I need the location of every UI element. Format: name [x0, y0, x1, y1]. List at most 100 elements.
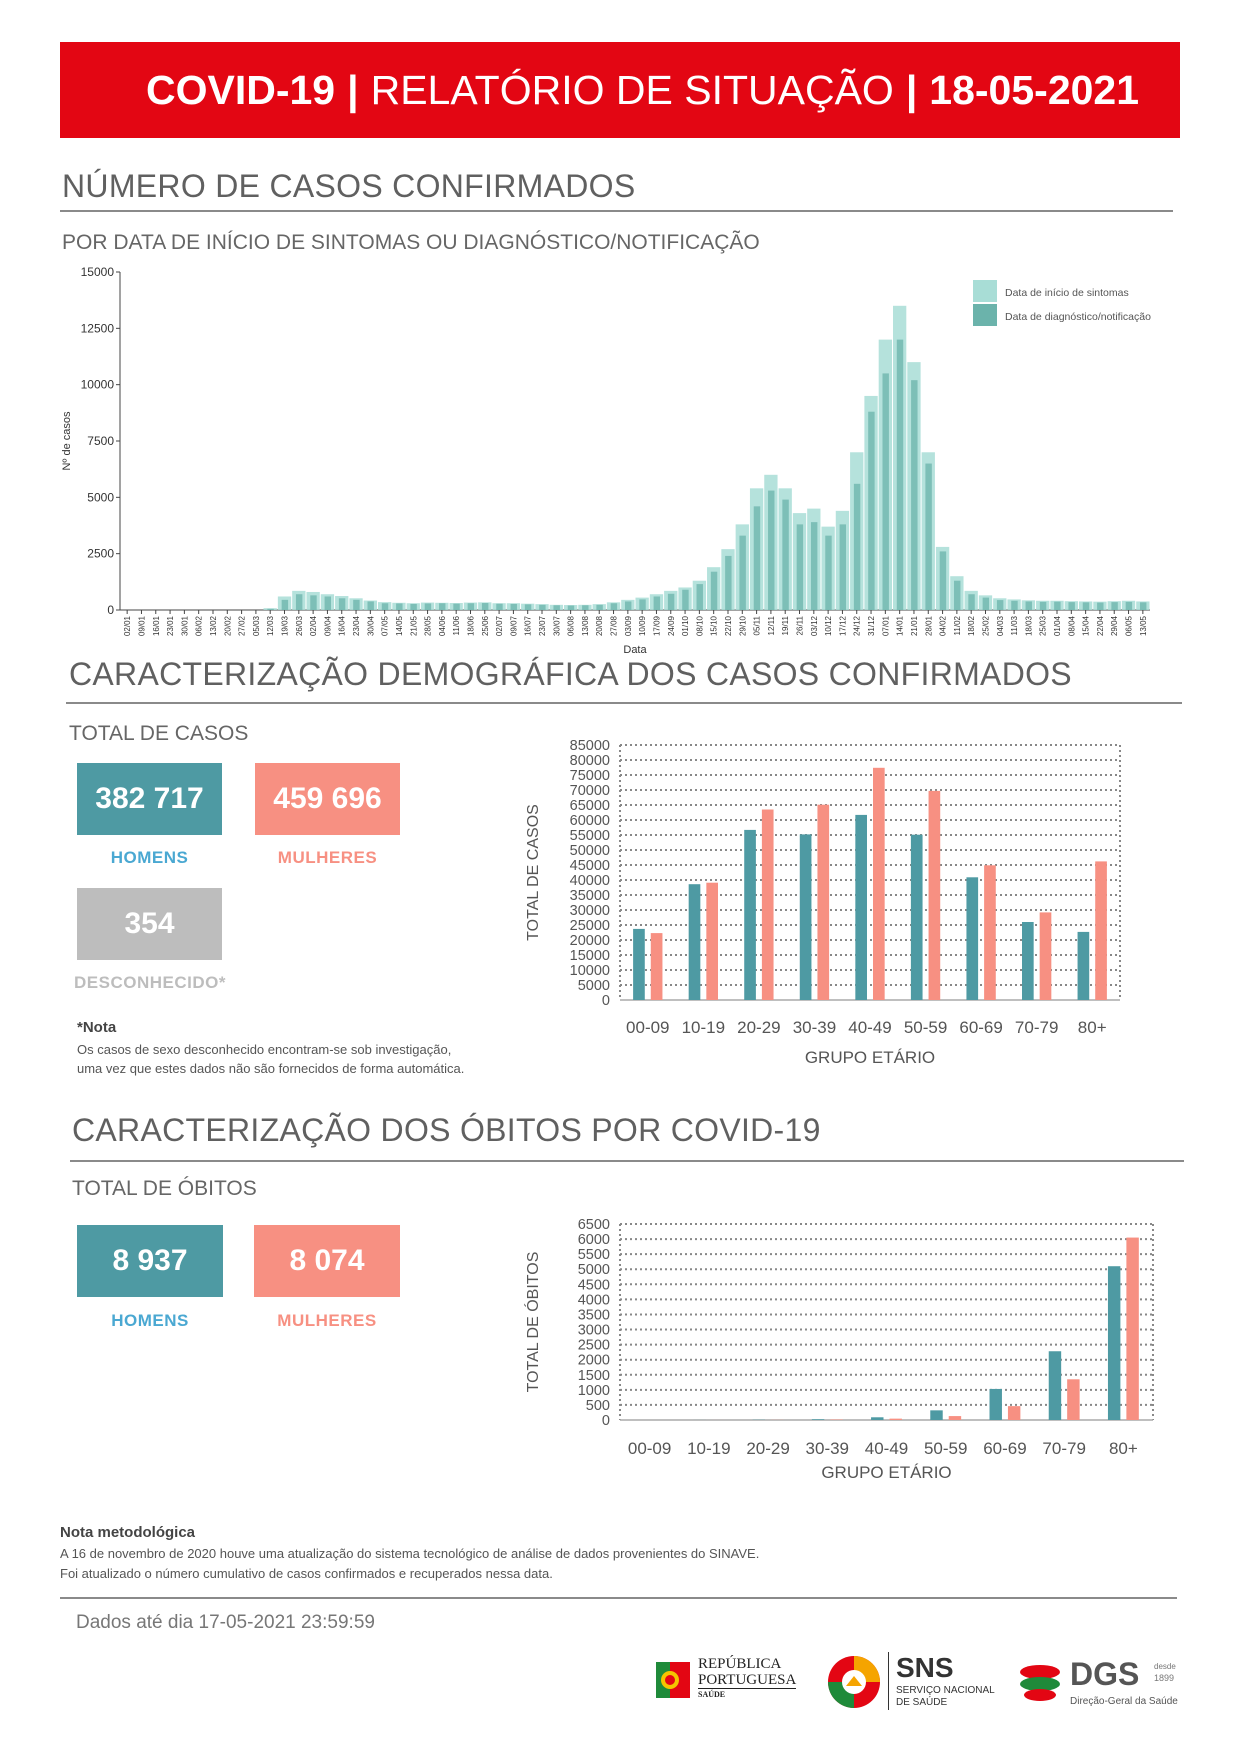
epi-legend-swatch [973, 304, 997, 326]
cases-women-label: MULHERES [277, 848, 378, 867]
cases-age-y-tick-label: 65000 [570, 798, 610, 814]
deaths-women-label: MULHERES [277, 1311, 377, 1330]
epi-bar-diagnosis [267, 608, 274, 610]
cases-age-y-tick-label: 75000 [570, 768, 610, 784]
cases-age-bar-women [761, 809, 774, 1000]
epi-x-tick-label: 15/04 [1082, 615, 1091, 636]
deaths-age-y-tick-label: 1000 [578, 1383, 610, 1399]
epi-bar-diagnosis [624, 601, 632, 610]
deaths-men-label: HOMENS [111, 1311, 189, 1330]
epi-x-tick-label: 03/12 [810, 615, 819, 636]
method-note-line-1: A 16 de novembro de 2020 houve uma atual… [60, 1546, 760, 1561]
epi-x-tick-label: 28/01 [924, 615, 933, 636]
deaths-age-y-tick-label: 3500 [578, 1307, 610, 1323]
epi-bar-diagnosis [667, 593, 675, 610]
logo-dgs-text: DGS [1070, 1656, 1140, 1692]
epi-bar-diagnosis [424, 603, 432, 610]
epi-bar-diagnosis [796, 524, 804, 610]
epi-legend-swatch [973, 280, 997, 302]
epi-x-tick-label: 17/09 [652, 615, 661, 636]
deaths-age-y-axis-label: TOTAL DE ÓBITOS [523, 1252, 542, 1393]
banner-covid: COVID-19 [146, 66, 336, 113]
cases-age-bar-men [1022, 922, 1034, 1000]
cases-section-subtitle: POR DATA DE INÍCIO DE SINTOMAS OU DIAGNÓ… [62, 231, 760, 254]
epi-x-tick-label: 30/01 [180, 615, 189, 636]
epi-bar-diagnosis [381, 603, 389, 610]
cases-age-y-tick-label: 5000 [578, 978, 610, 994]
report-banner: COVID-19 | RELATÓRIO DE SITUAÇÃO | 18-05… [60, 42, 1180, 138]
epi-bar-diagnosis [1011, 600, 1018, 610]
epi-y-tick-label: 10000 [81, 378, 115, 392]
note-heading: *Nota [77, 1019, 117, 1036]
epi-bar-diagnosis [682, 589, 689, 610]
epi-x-tick-label: 21/05 [409, 615, 418, 636]
sns-logo: SNS SERVIÇO NACIONAL DE SAÚDE [826, 1652, 996, 1712]
epi-x-tick-label: 04/02 [939, 615, 948, 636]
epi-bar-diagnosis [481, 603, 489, 610]
cases-age-bar-men [744, 829, 756, 1000]
epi-x-tick-label: 22/10 [724, 615, 733, 636]
cases-age-y-tick-label: 40000 [570, 873, 610, 889]
demo-section-rule [66, 702, 1182, 704]
epi-y-tick-label: 15000 [81, 265, 115, 279]
deaths-age-y-tick-label: 5500 [578, 1247, 610, 1263]
epi-bar-diagnosis [553, 605, 560, 610]
epi-x-tick-label: 15/10 [710, 615, 719, 636]
epi-bar-diagnosis [1025, 601, 1032, 610]
epidemic-curve-chart: 0 2500 5000 7500 10000 12500 15000 Nº de casos D… [61, 265, 1151, 656]
epi-x-tick-label: 18/06 [466, 615, 475, 636]
epi-x-tick-label: 14/05 [395, 615, 404, 636]
epi-x-tick-label: 05/11 [753, 615, 762, 635]
epi-x-tick-label: 30/07 [552, 615, 561, 636]
epi-x-tick-label: 12/03 [266, 615, 275, 636]
epi-bar-diagnosis [1054, 601, 1061, 610]
sns-emblem-icon [828, 1656, 880, 1708]
logo-dgs-year: 1899 [1154, 1673, 1175, 1683]
logo-dgs-since: desde [1154, 1662, 1176, 1671]
epi-x-tick-label: 11/06 [452, 615, 461, 635]
epi-bar-diagnosis [1139, 602, 1147, 610]
epi-bar-diagnosis [696, 584, 703, 610]
deaths-age-x-tick-label: 10-19 [687, 1439, 730, 1458]
dgs-emblem-icon [1020, 1665, 1060, 1701]
epi-x-tick-label: 05/03 [252, 615, 261, 636]
deaths-section-title: CARACTERIZAÇÃO DOS ÓBITOS POR COVID-19 [72, 1112, 821, 1148]
cases-age-y-tick-label: 45000 [570, 858, 610, 874]
deaths-age-bar-men [871, 1417, 884, 1420]
deaths-age-bar-men [1048, 1351, 1062, 1420]
epi-x-tick-label: 13/08 [581, 615, 590, 636]
cases-age-y-tick-label: 55000 [570, 828, 610, 844]
epi-x-tick-label: 28/05 [424, 615, 433, 636]
cases-age-x-tick-label: 50-59 [904, 1018, 947, 1037]
epi-x-tick-label: 16/04 [338, 615, 347, 636]
cases-age-y-tick-label: 35000 [570, 888, 610, 904]
epi-x-tick-label: 11/02 [953, 615, 962, 635]
deaths-age-x-tick-label: 40-49 [865, 1439, 908, 1458]
epi-x-tick-label: 09/07 [509, 615, 518, 636]
cases-age-y-tick-label: 30000 [570, 903, 610, 919]
epi-x-tick-label: 10/09 [638, 615, 647, 636]
epi-x-tick-label: 27/08 [610, 615, 619, 636]
epi-x-tick-label: 13/02 [209, 615, 218, 636]
cases-section-title: NÚMERO DE CASOS CONFIRMADOS [62, 168, 636, 204]
republica-portuguesa-logo: REPÚBLICA PORTUGUESA SAÚDE [656, 1654, 806, 1710]
cases-men-value: 382 717 [77, 763, 222, 835]
note-line-1: Os casos de sexo desconhecido encontram-… [77, 1042, 452, 1057]
epi-x-tick-label: 19/11 [781, 615, 790, 635]
epi-bar-diagnosis [324, 596, 332, 610]
cases-age-y-tick-label: 25000 [570, 918, 610, 934]
epi-bar-diagnosis [1125, 601, 1133, 610]
epi-x-tick-label: 06/02 [195, 615, 204, 636]
epi-bar-diagnosis [882, 373, 889, 610]
epi-x-tick-label: 21/01 [910, 615, 919, 636]
deaths-age-y-tick-label: 6000 [578, 1232, 610, 1248]
cases-men-label: HOMENS [110, 848, 189, 867]
deaths-age-y-tick-label: 6500 [578, 1217, 610, 1233]
epi-bar-diagnosis [939, 551, 947, 610]
cases-age-y-tick-label: 60000 [570, 813, 610, 829]
epi-y-tick-label: 5000 [87, 490, 114, 504]
epi-bar-diagnosis [1111, 602, 1118, 610]
epi-bar-diagnosis [295, 594, 303, 610]
epi-x-tick-label: 09/01 [137, 615, 146, 636]
cases-age-y-tick-label: 20000 [570, 933, 610, 949]
